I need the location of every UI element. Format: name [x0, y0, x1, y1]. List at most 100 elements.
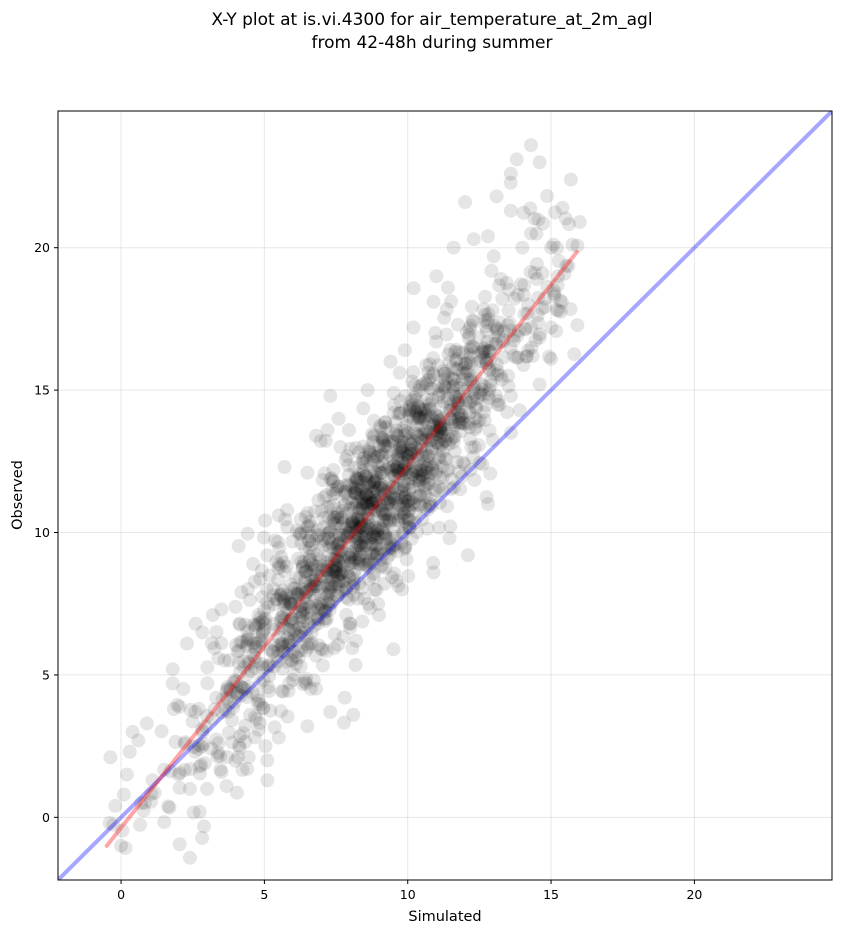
data-point	[311, 612, 326, 627]
data-point	[422, 476, 437, 491]
data-point	[413, 463, 428, 478]
data-point	[246, 648, 261, 663]
data-point	[413, 405, 428, 420]
data-point	[205, 711, 220, 726]
data-point	[405, 400, 420, 415]
data-point	[219, 683, 234, 698]
data-point	[354, 482, 369, 497]
data-point	[388, 463, 403, 478]
data-point	[333, 440, 348, 454]
data-point	[432, 520, 447, 535]
data-point	[406, 453, 421, 468]
data-point	[389, 428, 404, 443]
data-point	[476, 387, 491, 402]
data-point	[372, 480, 387, 495]
data-point	[429, 269, 444, 284]
data-point	[404, 444, 419, 458]
data-point	[345, 641, 360, 656]
data-point	[323, 581, 338, 596]
data-point	[444, 415, 459, 430]
data-point	[520, 306, 535, 321]
data-point	[308, 579, 323, 594]
data-point	[465, 313, 480, 328]
data-point	[254, 633, 269, 648]
data-point	[220, 680, 235, 694]
data-point	[300, 519, 315, 534]
data-point	[271, 557, 286, 572]
data-point	[180, 636, 194, 651]
data-point	[348, 551, 363, 565]
data-point	[393, 406, 408, 420]
data-point	[214, 602, 229, 617]
data-point	[368, 520, 383, 535]
data-point	[323, 522, 338, 537]
data-point	[550, 240, 565, 255]
data-point	[352, 523, 367, 538]
data-point	[314, 534, 329, 549]
data-point	[362, 447, 377, 462]
data-point	[281, 637, 296, 652]
data-point	[425, 460, 440, 475]
data-point	[354, 529, 369, 544]
data-point	[392, 365, 407, 380]
data-point	[451, 396, 466, 411]
data-point	[469, 419, 483, 434]
data-point	[454, 469, 469, 484]
data-point	[267, 720, 282, 735]
data-point	[331, 411, 346, 426]
data-point	[339, 484, 354, 499]
data-point	[391, 513, 406, 528]
data-point	[299, 585, 314, 600]
data-point	[432, 471, 447, 485]
data-point	[321, 526, 336, 541]
data-point	[378, 529, 393, 544]
data-point	[294, 554, 309, 569]
data-point	[273, 559, 288, 574]
data-point	[352, 557, 367, 572]
data-point	[400, 494, 415, 509]
data-point	[496, 350, 511, 365]
data-point	[466, 392, 481, 407]
data-point	[401, 476, 416, 491]
data-point	[342, 550, 357, 565]
data-point	[396, 444, 410, 459]
data-point	[361, 555, 376, 570]
data-point	[490, 363, 505, 378]
data-point	[303, 578, 318, 593]
data-point	[365, 529, 380, 544]
data-point	[194, 757, 209, 772]
data-point	[390, 461, 405, 476]
data-point	[483, 374, 498, 389]
data-point	[465, 375, 480, 390]
data-point	[366, 413, 381, 428]
data-point	[314, 503, 329, 518]
data-point	[241, 632, 256, 647]
data-point	[312, 527, 327, 542]
data-point	[381, 491, 396, 506]
data-point	[540, 279, 555, 294]
data-point	[304, 557, 319, 572]
data-point	[374, 486, 388, 501]
data-point	[481, 497, 495, 511]
data-point	[466, 232, 481, 247]
data-point	[241, 582, 256, 597]
data-point	[407, 497, 422, 512]
data-point	[389, 573, 404, 588]
data-point	[417, 454, 432, 469]
data-point	[341, 491, 356, 506]
data-point	[315, 658, 330, 673]
data-point	[261, 658, 276, 673]
data-point	[501, 368, 516, 383]
data-point	[402, 521, 417, 536]
data-point	[391, 448, 406, 463]
data-point	[386, 490, 401, 505]
data-point	[389, 423, 404, 438]
data-point	[513, 277, 528, 292]
data-point	[369, 548, 384, 563]
data-point	[267, 659, 282, 674]
data-point	[363, 503, 378, 517]
data-point	[347, 485, 362, 500]
data-point	[345, 514, 360, 529]
data-point	[450, 393, 465, 408]
data-point	[553, 293, 568, 308]
